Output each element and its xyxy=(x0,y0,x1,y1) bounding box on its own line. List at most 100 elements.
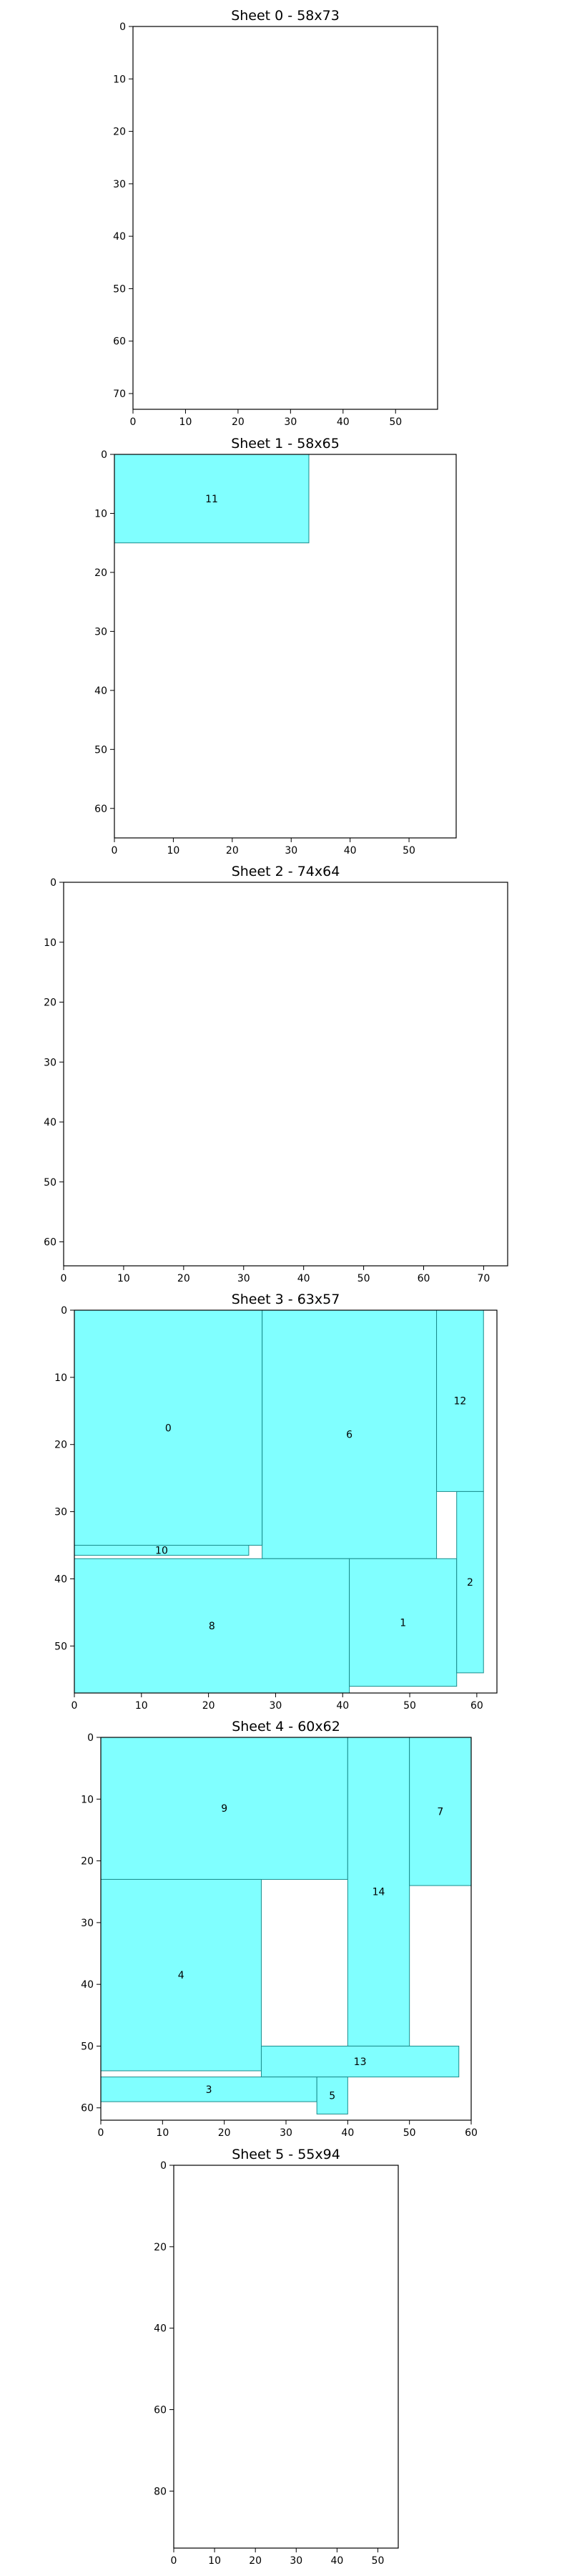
sheet-0-xtick-label: 30 xyxy=(284,416,297,428)
sheet-1-xtick-label: 20 xyxy=(226,845,239,857)
piece-2-label: 2 xyxy=(467,1577,473,1589)
sheet-5-xtick-label: 20 xyxy=(249,2555,262,2567)
sheet-1-ytick-label: 60 xyxy=(94,804,107,815)
sheet-4-xtick-label: 30 xyxy=(280,2127,292,2139)
sheet-1-ytick-label: 10 xyxy=(94,508,107,519)
piece-0-label: 0 xyxy=(165,1423,172,1434)
sheet-3-xtick-label: 40 xyxy=(336,1700,349,1712)
sheet-4-ytick-label: 60 xyxy=(81,2103,94,2114)
sheet-1-ytick-label: 20 xyxy=(94,567,107,579)
piece-1-label: 1 xyxy=(400,1617,406,1629)
sheet-4-xtick-label: 0 xyxy=(98,2127,104,2139)
sheet-0-xtick-label: 10 xyxy=(179,416,192,428)
sheet-0-ytick-label: 40 xyxy=(113,231,126,243)
sheet-4-ytick-label: 0 xyxy=(87,1732,94,1744)
sheet-1-ytick-label: 0 xyxy=(101,449,107,461)
piece-14-label: 14 xyxy=(373,1887,385,1898)
sheet-3-xtick-label: 30 xyxy=(270,1700,282,1712)
sheet-5-ytick-label: 0 xyxy=(160,2160,167,2172)
sheet-4-ytick-label: 20 xyxy=(81,1856,94,1868)
sheet-4-xtick-label: 60 xyxy=(465,2127,478,2139)
sheet-4-ytick-label: 40 xyxy=(81,1979,94,1991)
sheet-0-ytick-label: 30 xyxy=(113,179,126,190)
sheet-4-title: Sheet 4 - 60x62 xyxy=(232,1719,340,1735)
sheet-3-ytick-label: 50 xyxy=(54,1641,67,1652)
sheet-2-ytick-label: 40 xyxy=(44,1117,56,1128)
sheet-2-ytick-label: 50 xyxy=(44,1177,56,1189)
sheet-0-ytick-label: 20 xyxy=(113,127,126,138)
sheet-3-xtick-label: 60 xyxy=(470,1700,483,1712)
sheet-0-title: Sheet 0 - 58x73 xyxy=(231,8,340,24)
sheet-3-ytick-label: 0 xyxy=(61,1305,67,1317)
sheet-2-ytick-label: 60 xyxy=(44,1237,56,1249)
sheet-0-xtick-label: 20 xyxy=(232,416,245,428)
piece-12-label: 12 xyxy=(453,1396,466,1407)
sheet-2-xtick-label: 20 xyxy=(177,1273,190,1284)
piece-6-label: 6 xyxy=(346,1430,352,1441)
sheet-2-xtick-label: 50 xyxy=(358,1273,370,1284)
sheet-5-xtick-label: 30 xyxy=(290,2555,302,2567)
sheet-2-ytick-label: 30 xyxy=(44,1057,56,1068)
sheet-4-xtick-label: 10 xyxy=(156,2127,169,2139)
sheet-4-ytick-label: 10 xyxy=(81,1794,94,1805)
sheet-5-xtick-label: 50 xyxy=(372,2555,385,2567)
sheet-0-ytick-label: 60 xyxy=(113,336,126,348)
sheet-2-xtick-label: 30 xyxy=(237,1273,250,1284)
piece-10-label: 10 xyxy=(155,1546,168,1557)
sheet-2-ytick-label: 0 xyxy=(50,877,56,889)
sheet-2-frame xyxy=(64,882,508,1266)
piece-7-label: 7 xyxy=(437,1807,443,1818)
sheet-3-xtick-label: 50 xyxy=(403,1700,416,1712)
sheet-5-ytick-label: 20 xyxy=(154,2242,167,2253)
sheet-5-ytick-label: 40 xyxy=(154,2323,167,2335)
sheet-0-ytick-label: 50 xyxy=(113,283,126,295)
sheet-5-xtick-label: 40 xyxy=(330,2555,343,2567)
sheet-2-ytick-label: 20 xyxy=(44,997,56,1009)
sheet-2-xtick-label: 0 xyxy=(61,1273,67,1284)
sheet-1-xtick-label: 50 xyxy=(403,845,415,857)
sheet-1-ytick-label: 40 xyxy=(94,686,107,697)
sheet-1-ytick-label: 50 xyxy=(94,744,107,756)
sheet-1-xtick-label: 10 xyxy=(167,845,179,857)
sheet-4-ytick-label: 30 xyxy=(81,1918,94,1929)
sheet-3-xtick-label: 0 xyxy=(72,1700,78,1712)
sheet-0-ytick-label: 10 xyxy=(113,74,126,85)
sheet-2-xtick-label: 60 xyxy=(418,1273,430,1284)
sheet-3-ytick-label: 10 xyxy=(54,1372,67,1384)
sheet-0-frame xyxy=(133,26,438,409)
sheet-0-xtick-label: 40 xyxy=(337,416,350,428)
sheet-0-ytick-label: 70 xyxy=(113,389,126,400)
sheet-0-xtick-label: 0 xyxy=(130,416,137,428)
sheet-4-xtick-label: 20 xyxy=(218,2127,231,2139)
sheet-4-ytick-label: 50 xyxy=(81,2041,94,2052)
sheet-5-title: Sheet 5 - 55x94 xyxy=(232,2147,340,2162)
sheet-4-xtick-label: 50 xyxy=(403,2127,416,2139)
sheet-3-xtick-label: 10 xyxy=(135,1700,148,1712)
sheet-3-ytick-label: 40 xyxy=(54,1574,67,1585)
piece-11-label: 11 xyxy=(205,494,218,505)
sheet-1-ytick-label: 30 xyxy=(94,626,107,638)
sheet-0-ytick-label: 0 xyxy=(119,21,126,33)
sheet-1-xtick-label: 40 xyxy=(344,845,357,857)
piece-4-label: 4 xyxy=(178,1970,184,1981)
sheet-5-frame xyxy=(174,2165,398,2548)
sheet-3-xtick-label: 20 xyxy=(202,1700,215,1712)
sheet-1-title: Sheet 1 - 58x65 xyxy=(231,436,340,452)
sheet-0-xtick-label: 50 xyxy=(389,416,402,428)
sheet-5-xtick-label: 0 xyxy=(171,2555,177,2567)
sheet-1-xtick-label: 30 xyxy=(285,845,297,857)
piece-5-label: 5 xyxy=(329,2090,335,2102)
sheet-4-xtick-label: 40 xyxy=(341,2127,354,2139)
sheet-5-ytick-label: 80 xyxy=(154,2486,167,2497)
sheet-1-xtick-label: 0 xyxy=(112,845,118,857)
sheet-2-xtick-label: 10 xyxy=(117,1273,130,1284)
sheet-5-ytick-label: 60 xyxy=(154,2404,167,2416)
piece-13-label: 13 xyxy=(354,2057,367,2068)
sheet-3-title: Sheet 3 - 63x57 xyxy=(232,1292,340,1307)
sheet-3-ytick-label: 30 xyxy=(54,1507,67,1518)
sheet-2-xtick-label: 40 xyxy=(297,1273,310,1284)
sheet-5-xtick-label: 10 xyxy=(208,2555,221,2567)
piece-3-label: 3 xyxy=(206,2084,212,2096)
piece-8-label: 8 xyxy=(209,1621,215,1632)
